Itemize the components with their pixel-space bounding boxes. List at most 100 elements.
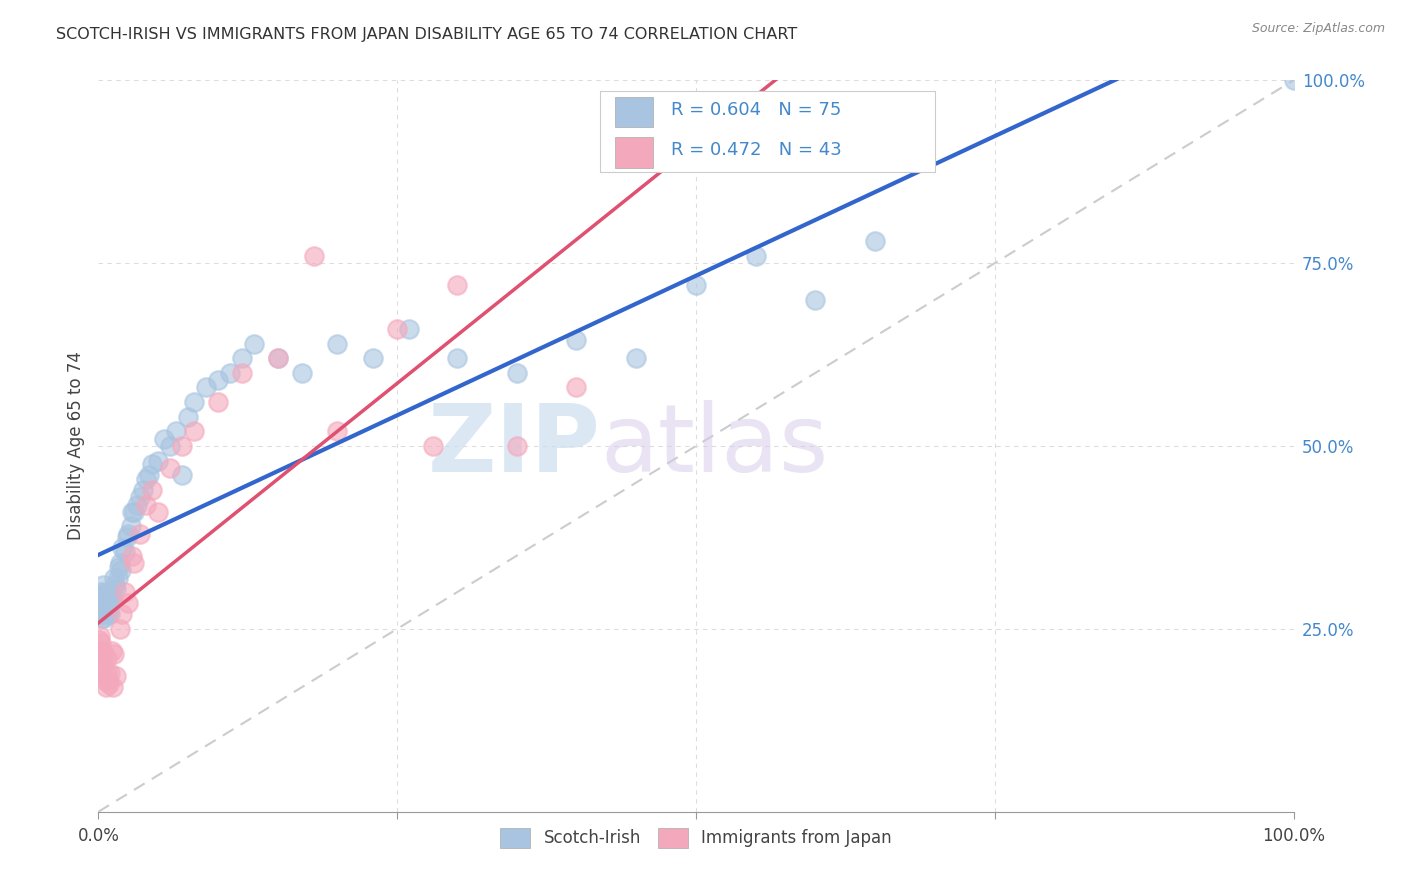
Point bbox=[89, 644, 111, 658]
Point bbox=[172, 468, 194, 483]
Point bbox=[138, 468, 160, 483]
Point bbox=[91, 665, 114, 680]
Point bbox=[91, 658, 114, 673]
Point bbox=[89, 599, 111, 614]
Point bbox=[93, 592, 115, 607]
Point bbox=[506, 366, 529, 380]
Text: R = 0.472   N = 43: R = 0.472 N = 43 bbox=[671, 141, 842, 159]
Point bbox=[103, 648, 125, 662]
Point bbox=[111, 541, 134, 556]
Point bbox=[93, 673, 115, 687]
Point bbox=[97, 607, 120, 622]
Point bbox=[267, 351, 290, 366]
Point bbox=[91, 611, 114, 625]
Point bbox=[103, 571, 125, 585]
FancyBboxPatch shape bbox=[614, 137, 652, 168]
Point bbox=[98, 596, 122, 610]
Point bbox=[117, 596, 139, 610]
Point bbox=[159, 439, 181, 453]
Point bbox=[101, 681, 124, 695]
Point bbox=[98, 665, 122, 680]
Point bbox=[101, 592, 124, 607]
Point bbox=[565, 380, 588, 394]
Point bbox=[98, 589, 121, 603]
Point bbox=[108, 622, 131, 636]
Point bbox=[107, 559, 129, 574]
Point bbox=[148, 453, 170, 467]
Point bbox=[108, 556, 131, 570]
Point bbox=[685, 278, 707, 293]
Point bbox=[243, 336, 266, 351]
Point bbox=[231, 366, 253, 380]
Point bbox=[93, 603, 115, 617]
Point bbox=[104, 578, 127, 592]
Point bbox=[626, 351, 648, 366]
Point bbox=[267, 351, 290, 366]
Point bbox=[125, 498, 148, 512]
Point bbox=[89, 589, 111, 603]
Point bbox=[91, 644, 114, 658]
Point bbox=[90, 585, 112, 599]
Point bbox=[121, 549, 143, 563]
Point bbox=[96, 603, 118, 617]
Point bbox=[153, 432, 176, 446]
Point bbox=[98, 599, 121, 614]
Legend: Scotch-Irish, Immigrants from Japan: Scotch-Irish, Immigrants from Japan bbox=[494, 821, 898, 855]
Point bbox=[90, 596, 112, 610]
Point bbox=[87, 632, 110, 647]
Point bbox=[91, 578, 114, 592]
Point bbox=[124, 556, 146, 570]
Text: SCOTCH-IRISH VS IMMIGRANTS FROM JAPAN DISABILITY AGE 65 TO 74 CORRELATION CHART: SCOTCH-IRISH VS IMMIGRANTS FROM JAPAN DI… bbox=[56, 27, 797, 42]
Point bbox=[506, 439, 529, 453]
Point bbox=[446, 278, 468, 293]
Point bbox=[121, 505, 143, 519]
Point bbox=[98, 676, 121, 690]
Point bbox=[100, 585, 122, 599]
Point bbox=[105, 669, 128, 683]
Point bbox=[446, 351, 468, 366]
Point bbox=[172, 439, 194, 453]
Point bbox=[291, 366, 314, 380]
Point bbox=[385, 322, 409, 336]
Text: ZIP: ZIP bbox=[427, 400, 600, 492]
Point bbox=[100, 644, 122, 658]
Point bbox=[96, 651, 118, 665]
Point bbox=[135, 498, 157, 512]
Point bbox=[195, 380, 218, 394]
Point bbox=[87, 596, 110, 610]
Text: Source: ZipAtlas.com: Source: ZipAtlas.com bbox=[1251, 22, 1385, 36]
Point bbox=[115, 530, 138, 544]
Point bbox=[131, 483, 153, 497]
Text: atlas: atlas bbox=[600, 400, 828, 492]
Point bbox=[120, 519, 142, 533]
Point bbox=[91, 599, 114, 614]
Point bbox=[326, 336, 349, 351]
Point bbox=[745, 249, 768, 263]
Point bbox=[114, 545, 136, 559]
Point bbox=[141, 483, 163, 497]
Point bbox=[129, 526, 152, 541]
Point bbox=[398, 322, 420, 336]
Point bbox=[91, 592, 114, 607]
Point bbox=[326, 425, 349, 439]
Point bbox=[363, 351, 385, 366]
Point bbox=[219, 366, 242, 380]
Point bbox=[207, 395, 229, 409]
Point bbox=[94, 681, 117, 695]
Point bbox=[865, 234, 887, 248]
FancyBboxPatch shape bbox=[600, 91, 935, 171]
Point bbox=[135, 472, 157, 486]
Point bbox=[93, 611, 115, 625]
Point bbox=[91, 607, 114, 622]
Text: R = 0.604   N = 75: R = 0.604 N = 75 bbox=[671, 101, 841, 119]
Point bbox=[90, 607, 112, 622]
Point bbox=[804, 293, 827, 307]
Point bbox=[183, 395, 205, 409]
Point bbox=[231, 351, 253, 366]
Point bbox=[90, 651, 112, 665]
Y-axis label: Disability Age 65 to 74: Disability Age 65 to 74 bbox=[66, 351, 84, 541]
Point bbox=[96, 665, 118, 680]
Point bbox=[91, 589, 114, 603]
Point bbox=[110, 563, 132, 577]
Point bbox=[93, 648, 115, 662]
